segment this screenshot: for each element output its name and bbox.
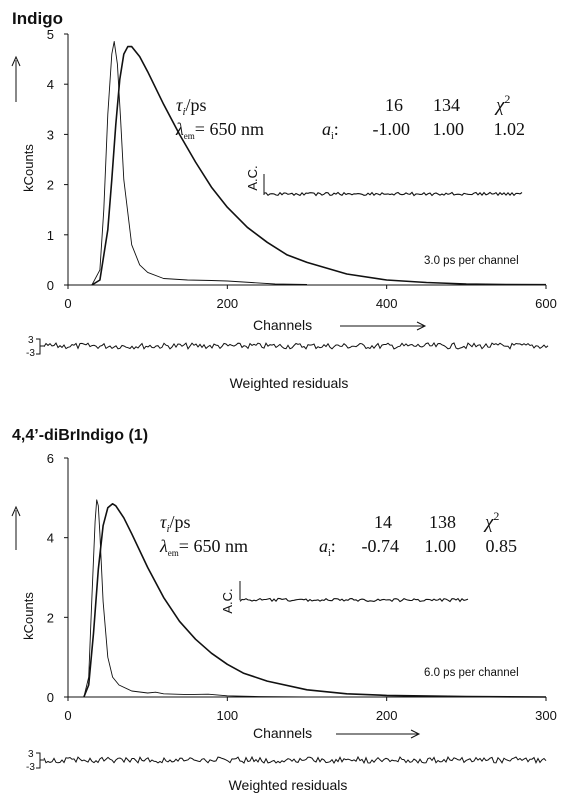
y-axis-arrow [11,55,21,102]
fit-parameters: τi/ps 16 134 χ2 λem= 650 nm ai: -1.00 1.… [175,92,525,142]
residuals: 3 -3 Weighted residuals [26,335,549,391]
residuals-label: Weighted residuals [229,777,348,793]
decay-curve [83,503,547,698]
x-tick-label: 600 [535,296,557,311]
x-axis-label: Channels [253,725,312,741]
y-axis-label: kCounts [21,144,36,192]
chi-value: 1.02 [494,119,526,139]
residuals-label: Weighted residuals [230,375,349,391]
chi-label: χ2 [494,92,510,116]
axes [67,458,546,698]
a-1: -0.74 [362,536,400,556]
y-tick-label: 2 [47,178,54,193]
a-1: -1.00 [373,119,411,139]
a-label: ai: [322,119,339,142]
axis-ticks: 0 100 200 300 0 2 4 6 [47,451,557,723]
a-2: 1.00 [433,119,465,139]
residual-min: -3 [26,348,35,359]
autocorrelation-trace [263,191,523,197]
x-tick-label: 300 [535,708,557,723]
x-tick-label: 200 [376,708,398,723]
lambda-label: λem= 650 nm [175,119,264,141]
y-tick-label: 4 [47,531,54,546]
tau-2: 138 [429,512,456,532]
tau-2: 134 [433,95,460,115]
y-axis-arrow [11,505,21,550]
panel-dibrindigo: 4,4’-diBrIndigo (1) kCounts 0 100 200 300 0 2… [11,427,557,793]
fit-parameters: τi/ps 14 138 χ2 λem= 650 nm ai: -0.74 1.… [159,509,517,559]
x-axis-arrow [340,321,427,331]
residual-trace [43,755,547,765]
data-curves [91,41,547,286]
chi-label: χ2 [483,509,499,533]
x-tick-label: 400 [376,296,398,311]
inset-label: A.C. [220,588,235,613]
y-axis-label: kCounts [21,592,36,640]
residual-max: 3 [28,749,34,760]
chi-value: 0.85 [486,536,518,556]
tau-1: 16 [385,95,403,115]
y-tick-label: 3 [47,127,54,142]
decay-curve [91,45,547,286]
a-label: ai: [319,536,336,559]
instrument-response-curve [91,41,308,286]
autocorrelation-trace [239,597,469,603]
tau-label: τi/ps [160,512,191,535]
panel-title: Indigo [12,9,63,28]
x-axis-arrow [336,729,421,739]
panel-indigo: Indigo kCounts 0 200 400 600 0 1 2 3 4 5 τi/ps 16… [11,9,557,391]
y-tick-label: 4 [47,77,54,92]
y-tick-label: 1 [47,228,54,243]
x-tick-label: 200 [216,296,238,311]
tau-label: τi/ps [176,95,207,118]
y-tick-label: 5 [47,27,54,42]
x-tick-label: 100 [216,708,238,723]
y-tick-label: 0 [47,690,54,705]
y-tick-label: 6 [47,451,54,466]
instrument-response-curve [83,499,308,698]
residual-max: 3 [28,335,34,346]
residual-min: -3 [26,762,35,773]
x-axis-label: Channels [253,317,312,333]
axes [67,34,546,286]
y-tick-label: 2 [47,610,54,625]
channel-note: 3.0 ps per channel [424,255,519,267]
x-tick-label: 0 [64,296,71,311]
residuals: 3 -3 Weighted residuals [26,749,547,793]
y-tick-label: 0 [47,278,54,293]
tau-1: 14 [374,512,392,532]
autocorrelation-inset: A.C. [220,581,469,614]
autocorrelation-inset: A.C. [245,165,523,197]
a-2: 1.00 [425,536,457,556]
x-tick-label: 0 [64,708,71,723]
lambda-label: λem= 650 nm [159,536,248,558]
data-curves [83,499,547,698]
inset-label: A.C. [245,165,260,190]
residual-trace [43,342,549,350]
channel-note: 6.0 ps per channel [424,667,519,679]
axis-ticks: 0 200 400 600 0 1 2 3 4 5 [47,27,557,311]
panel-title: 4,4’-diBrIndigo (1) [12,427,148,444]
